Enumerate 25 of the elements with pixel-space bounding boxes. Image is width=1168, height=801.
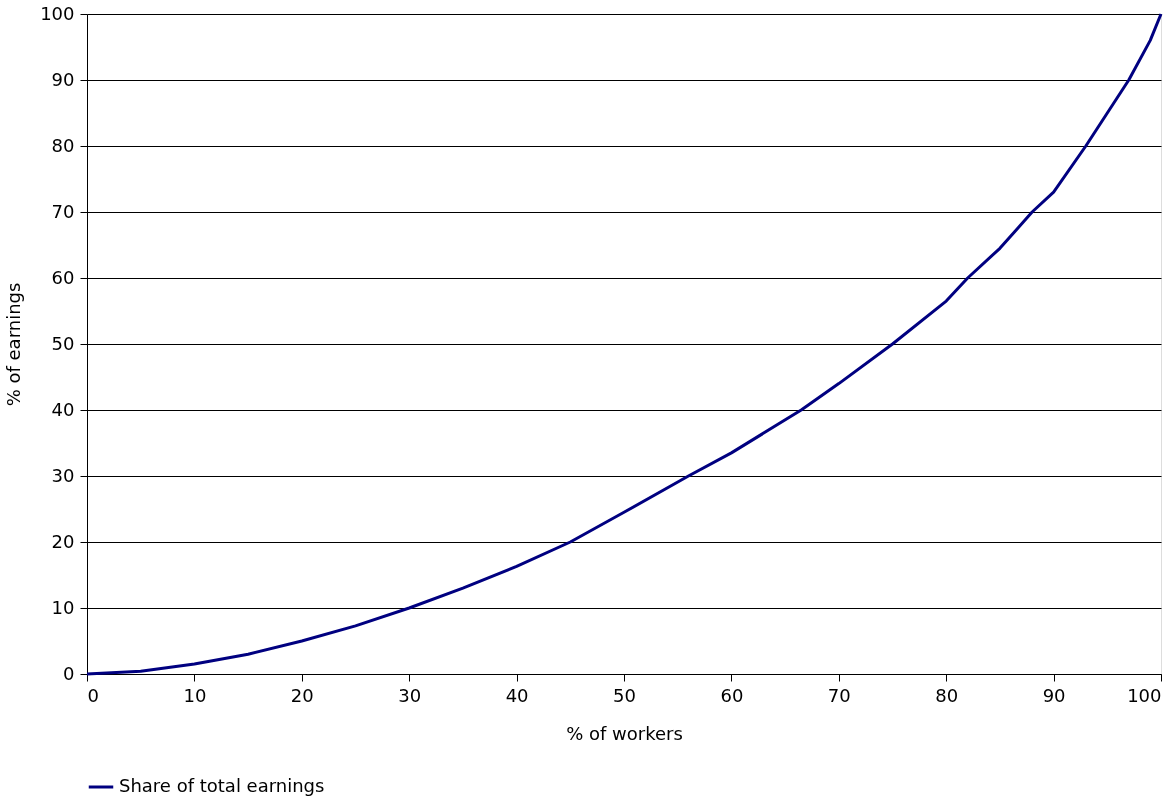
y-tick-label: 0 bbox=[63, 662, 75, 684]
y-tick-label: 80 bbox=[51, 134, 75, 156]
x-tick-label: 80 bbox=[935, 684, 959, 706]
y-tick-label: 10 bbox=[51, 596, 75, 618]
x-tick-label: 40 bbox=[505, 684, 529, 706]
y-tick-label: 70 bbox=[51, 200, 75, 222]
y-tick-label: 40 bbox=[51, 398, 75, 420]
y-tick-label: 90 bbox=[51, 68, 75, 90]
x-tick-label: 0 bbox=[87, 684, 99, 706]
x-tick-label: 70 bbox=[827, 684, 851, 706]
x-tick-label: 60 bbox=[720, 684, 744, 706]
x-tick-label: 90 bbox=[1042, 684, 1066, 706]
x-tick-label: 10 bbox=[183, 684, 207, 706]
y-tick-label: 20 bbox=[51, 530, 75, 552]
y-tick-label: 60 bbox=[51, 266, 75, 288]
y-tick-label: 100 bbox=[40, 2, 75, 24]
legend-label: Share of total earnings bbox=[119, 775, 325, 796]
y-tick-label: 50 bbox=[51, 332, 75, 354]
x-tick-label: 30 bbox=[398, 684, 422, 706]
x-tick-label: 50 bbox=[613, 684, 636, 706]
x-axis-title: % of workers bbox=[566, 722, 683, 744]
y-axis-title: % of earnings bbox=[3, 282, 25, 407]
x-tick-label: 20 bbox=[290, 684, 314, 706]
x-tick-label: 100 bbox=[1127, 684, 1162, 706]
y-tick-label: 30 bbox=[51, 464, 75, 486]
